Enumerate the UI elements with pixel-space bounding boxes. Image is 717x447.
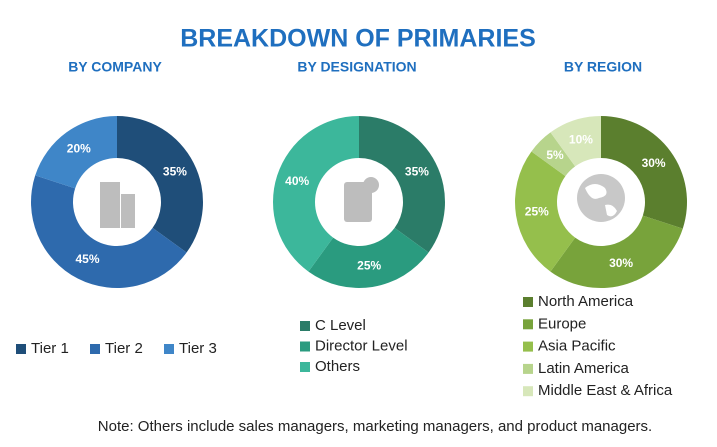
data-label: 35% [163, 165, 187, 179]
donut-slice [117, 116, 203, 253]
chart-subtitle: BY REGION [564, 59, 642, 75]
donut-slice [550, 215, 683, 288]
legend-label: Europe [538, 315, 586, 332]
legend-swatch [523, 386, 533, 397]
legend-label: C Level [315, 317, 366, 334]
document-icon [344, 177, 379, 222]
legend-swatch [16, 344, 26, 354]
data-label: 25% [357, 258, 381, 272]
data-label: 40% [285, 174, 309, 188]
data-label: 30% [609, 256, 633, 270]
data-label: 20% [67, 142, 91, 156]
note: Note: Others include sales managers, mar… [98, 418, 652, 435]
donut-slice [31, 175, 187, 288]
legend-label: North America [538, 293, 634, 310]
data-label: 25% [525, 204, 549, 218]
data-label: 5% [546, 148, 564, 162]
donut-slice [531, 132, 576, 177]
legend-swatch [300, 362, 310, 372]
legend-label: Asia Pacific [538, 338, 616, 355]
legend-label: Latin America [538, 360, 630, 377]
chart-subtitle: BY COMPANY [68, 59, 162, 75]
data-label: 35% [405, 165, 429, 179]
chart-subtitle: BY DESIGNATION [297, 59, 416, 75]
page-title: BREAKDOWN OF PRIMARIES [180, 25, 536, 53]
donut-slice [35, 116, 118, 189]
legend-swatch [523, 341, 533, 352]
globe-icon [577, 174, 625, 222]
donut-slice [359, 116, 445, 253]
donut-slice [273, 116, 359, 272]
legend-swatch [300, 321, 310, 331]
data-label: 10% [569, 132, 593, 146]
legend-swatch [523, 363, 533, 374]
legend-swatch [90, 344, 100, 354]
legend-label: Tier 2 [105, 340, 143, 357]
legend-label: Director Level [315, 337, 408, 354]
legend-label: Tier 3 [179, 340, 217, 357]
donut-slice [601, 116, 687, 229]
legend-swatch [300, 341, 310, 352]
data-label: 30% [642, 156, 666, 170]
data-label: 45% [75, 252, 99, 266]
legend-label: Others [315, 358, 360, 375]
legend-label: Middle East & Africa [538, 382, 673, 399]
donut-slice [514, 151, 576, 272]
legend-label: Tier 1 [31, 340, 69, 357]
donut-slice [308, 227, 429, 288]
legend-swatch [523, 297, 533, 307]
donut-slice [550, 116, 601, 167]
legend-swatch [164, 344, 174, 354]
legend-swatch [523, 319, 533, 330]
building-icon [100, 182, 135, 228]
